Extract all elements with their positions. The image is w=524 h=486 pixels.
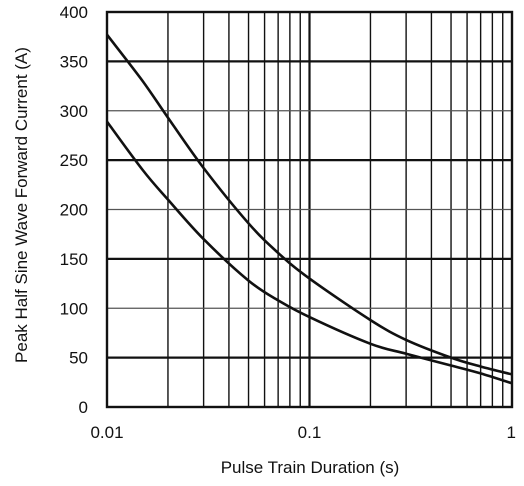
grid xyxy=(105,10,514,409)
y-tick-label: 0 xyxy=(79,398,88,417)
x-axis-label: Pulse Train Duration (s) xyxy=(221,458,400,477)
series-line-2 xyxy=(105,120,513,385)
y-tick-label: 150 xyxy=(60,250,88,269)
y-tick-label: 50 xyxy=(69,349,88,368)
tick-labels: 0 50 100 150 200 250 300 350 400 0.01 0.1 1 xyxy=(60,3,516,442)
plot-frame xyxy=(105,10,514,409)
x-tick-label: 0.01 xyxy=(90,423,123,442)
y-tick-label: 100 xyxy=(60,299,88,318)
x-tick-label: 0.1 xyxy=(298,423,322,442)
y-tick-label: 200 xyxy=(60,201,88,220)
series-line-1 xyxy=(105,33,513,376)
y-axis-label: Peak Half Sine Wave Forward Current (A) xyxy=(12,47,31,363)
series-group xyxy=(105,33,513,385)
y-tick-label: 250 xyxy=(60,151,88,170)
y-tick-label: 350 xyxy=(60,52,88,71)
y-tick-label: 400 xyxy=(60,3,88,22)
x-tick-label: 1 xyxy=(507,423,516,442)
y-tick-label: 300 xyxy=(60,102,88,121)
